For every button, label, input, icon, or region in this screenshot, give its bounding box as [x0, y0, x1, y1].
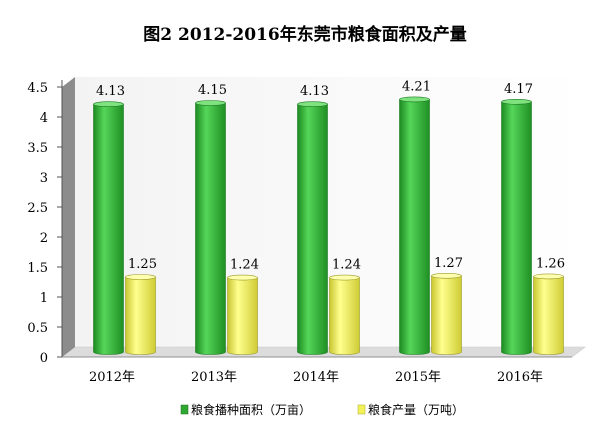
bars: 4.13 1.25 4.15 1.24 4.13 1.24 4.21 1.27 4.17 1.26: [93, 79, 565, 355]
data-label: 1.26: [536, 256, 565, 271]
bar-body: [227, 277, 258, 355]
y-axis-ticks: 0 0.5 1 1.5 2 2.5 3 3.5 4 4.5: [27, 81, 62, 366]
y-tick-label: 3: [40, 171, 48, 186]
bar-output-2: 1.24: [227, 258, 259, 355]
data-label: 4.21: [402, 79, 431, 94]
bar-body: [533, 276, 564, 355]
y-tick-label: 0.5: [27, 321, 48, 336]
legend-label-area: 粮食播种面积（万亩）: [191, 402, 311, 417]
bar-area-4: 4.21: [399, 79, 431, 355]
x-tick-label: 2016年: [497, 370, 543, 385]
bar-output-4: 1.27: [431, 256, 463, 355]
x-axis-labels: 2012年 2013年 2014年 2015年 2016年: [89, 370, 543, 385]
data-label: 4.13: [300, 84, 329, 99]
bar-top: [329, 274, 360, 281]
data-label: 1.27: [434, 256, 463, 271]
bar-area-1: 4.13: [93, 84, 125, 355]
bar-top: [227, 274, 258, 281]
bar-body: [399, 99, 430, 355]
y-tick-label: 1.5: [27, 261, 48, 276]
bar-body: [195, 102, 226, 355]
x-tick-label: 2015年: [395, 370, 441, 385]
bar-body: [431, 275, 462, 355]
x-tick-label: 2012年: [89, 370, 135, 385]
y-tick-label: 3.5: [27, 141, 48, 156]
y-tick-label: 2.5: [27, 201, 48, 216]
bar-body: [297, 103, 328, 355]
bar-body: [501, 101, 532, 355]
y-tick-label: 0: [40, 351, 48, 366]
data-label: 4.17: [504, 82, 533, 97]
data-label: 1.25: [128, 257, 157, 272]
bar-area-2: 4.15: [195, 83, 227, 355]
bar-top: [533, 273, 564, 280]
bar-output-3: 1.24: [329, 258, 361, 355]
bar-body: [93, 103, 124, 355]
x-tick-label: 2014年: [293, 370, 339, 385]
bar-top: [93, 101, 124, 107]
y-tick-label: 1: [40, 291, 48, 306]
legend-swatch-output: [357, 404, 366, 415]
x-tick-label: 2013年: [191, 370, 237, 385]
legend-swatch-area: [180, 404, 189, 415]
bar-top: [297, 101, 328, 107]
y-tick-label: 2: [40, 231, 48, 246]
bar-body: [329, 277, 360, 355]
y-tick-label: 4.5: [27, 81, 48, 96]
bar-output-5: 1.26: [533, 256, 565, 355]
bar-top: [501, 99, 532, 105]
bar-area-5: 4.17: [501, 82, 533, 355]
data-label: 1.24: [332, 258, 361, 273]
bar-top: [399, 96, 430, 103]
bar-area-3: 4.13: [297, 84, 329, 355]
legend: 粮食播种面积（万亩） 粮食产量（万吨）: [180, 402, 464, 417]
bar-output-1: 1.25: [125, 257, 157, 355]
data-label: 4.15: [198, 83, 227, 98]
bar-top: [125, 274, 156, 280]
side-wall: [62, 77, 75, 357]
data-label: 4.13: [96, 84, 125, 99]
bar-top: [431, 272, 462, 279]
y-tick-label: 4: [40, 111, 48, 126]
chart-title: 图2 2012-2016年东莞市粮食面积及产量: [143, 24, 466, 45]
data-label: 1.24: [230, 258, 259, 273]
bar-body: [125, 276, 156, 355]
bar-top: [195, 100, 226, 106]
legend-label-output: 粮食产量（万吨）: [368, 402, 464, 417]
